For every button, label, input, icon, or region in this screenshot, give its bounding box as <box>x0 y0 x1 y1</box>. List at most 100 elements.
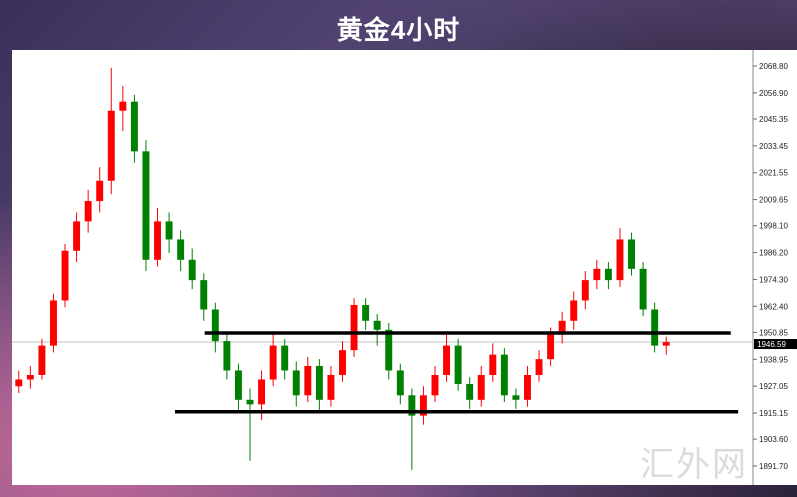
candle-body <box>304 365 312 396</box>
candle-body <box>628 239 636 269</box>
candle-body <box>96 180 104 202</box>
candle-body <box>616 239 624 281</box>
y-tick-label: 1915.15 <box>759 409 788 418</box>
candle <box>362 298 370 330</box>
candle-body <box>211 309 219 342</box>
candle <box>500 347 508 403</box>
candle <box>477 365 485 407</box>
candle-body <box>408 395 416 416</box>
candle-body <box>292 370 300 396</box>
candle <box>524 365 531 407</box>
candle-body <box>350 304 358 351</box>
candle-body <box>466 384 474 400</box>
candle-body <box>73 221 81 251</box>
watermark-logo: 汇外网 <box>640 445 748 485</box>
candle-body <box>38 345 46 375</box>
candle-body <box>593 268 601 281</box>
candle <box>61 243 69 308</box>
candle <box>234 363 242 414</box>
candle <box>119 85 127 132</box>
chart-panel: 2068.80 2056.90 2045.35 2033.45 2021.55 2009.… <box>12 50 797 485</box>
candle-body <box>258 379 266 405</box>
y-tick-label: 2056.90 <box>759 89 788 98</box>
candle <box>130 94 138 163</box>
candle-body <box>547 334 555 360</box>
candle <box>651 302 659 353</box>
candle <box>200 273 208 321</box>
y-tick-label: 2068.80 <box>759 62 788 71</box>
candle <box>662 336 670 355</box>
candle-body <box>281 345 289 371</box>
candle-body <box>373 320 381 330</box>
candle-body <box>269 345 277 380</box>
candle <box>454 338 462 391</box>
candle <box>15 370 23 394</box>
candle-body <box>431 374 439 396</box>
candle-body <box>234 370 242 400</box>
candle-body <box>130 101 138 152</box>
y-tick-label: 1927.05 <box>759 382 788 391</box>
candle-body <box>385 329 393 371</box>
candle-body <box>15 379 23 387</box>
candle <box>269 334 277 387</box>
candle <box>26 365 34 389</box>
candle <box>49 293 57 353</box>
candle <box>512 388 520 409</box>
y-tick-label: 1950.85 <box>759 328 788 337</box>
candle <box>604 262 612 290</box>
candle-body <box>558 320 566 335</box>
candle-body <box>49 300 57 346</box>
candle-body <box>419 395 427 416</box>
candle-body <box>165 221 173 240</box>
candle-body <box>315 365 323 400</box>
candle <box>188 248 196 290</box>
candle <box>570 291 578 330</box>
candle-body <box>570 300 578 321</box>
candle-body <box>107 110 115 181</box>
y-tick-label: 1938.95 <box>759 355 788 364</box>
candle-body <box>223 341 231 371</box>
candle <box>38 338 46 380</box>
candle-body <box>177 239 185 260</box>
candle <box>431 365 439 403</box>
candle-body <box>119 101 127 111</box>
candle-body <box>581 280 589 301</box>
chart-title: 黄金4小时 <box>336 15 461 45</box>
y-tick-label: 2033.45 <box>759 142 788 151</box>
candle <box>639 262 647 317</box>
y-tick-label: 1998.10 <box>759 222 788 231</box>
candle <box>373 313 381 346</box>
candle <box>489 343 497 382</box>
candle <box>84 189 92 233</box>
candle <box>535 350 543 382</box>
candle-body <box>200 280 208 310</box>
candle-body <box>489 354 497 375</box>
candle <box>211 302 219 353</box>
candle <box>107 67 115 195</box>
candle <box>246 388 254 461</box>
current-price-label: 1946.59 <box>757 340 786 349</box>
candle-body <box>154 221 161 260</box>
candle-body <box>535 359 543 375</box>
candle <box>628 232 636 276</box>
candle-body <box>477 374 485 400</box>
y-tick-label: 1891.70 <box>759 462 788 471</box>
candle <box>223 334 231 380</box>
candle <box>408 388 416 470</box>
candle-body <box>662 342 670 346</box>
candle-body <box>651 309 659 346</box>
y-tick-label: 2009.65 <box>759 196 788 205</box>
candle <box>443 334 451 382</box>
y-tick-label: 1962.40 <box>759 302 788 311</box>
candle-body <box>61 250 69 301</box>
candle-body <box>362 304 370 321</box>
candle <box>396 363 404 405</box>
candle <box>558 311 566 344</box>
candle <box>73 212 81 263</box>
candle-body <box>443 345 451 375</box>
candle <box>315 359 323 412</box>
candle <box>96 167 104 213</box>
candlestick-chart: 2068.80 2056.90 2045.35 2033.45 2021.55 2009.… <box>12 50 797 485</box>
candle <box>142 140 150 272</box>
y-tick-label: 1974.30 <box>759 275 788 284</box>
